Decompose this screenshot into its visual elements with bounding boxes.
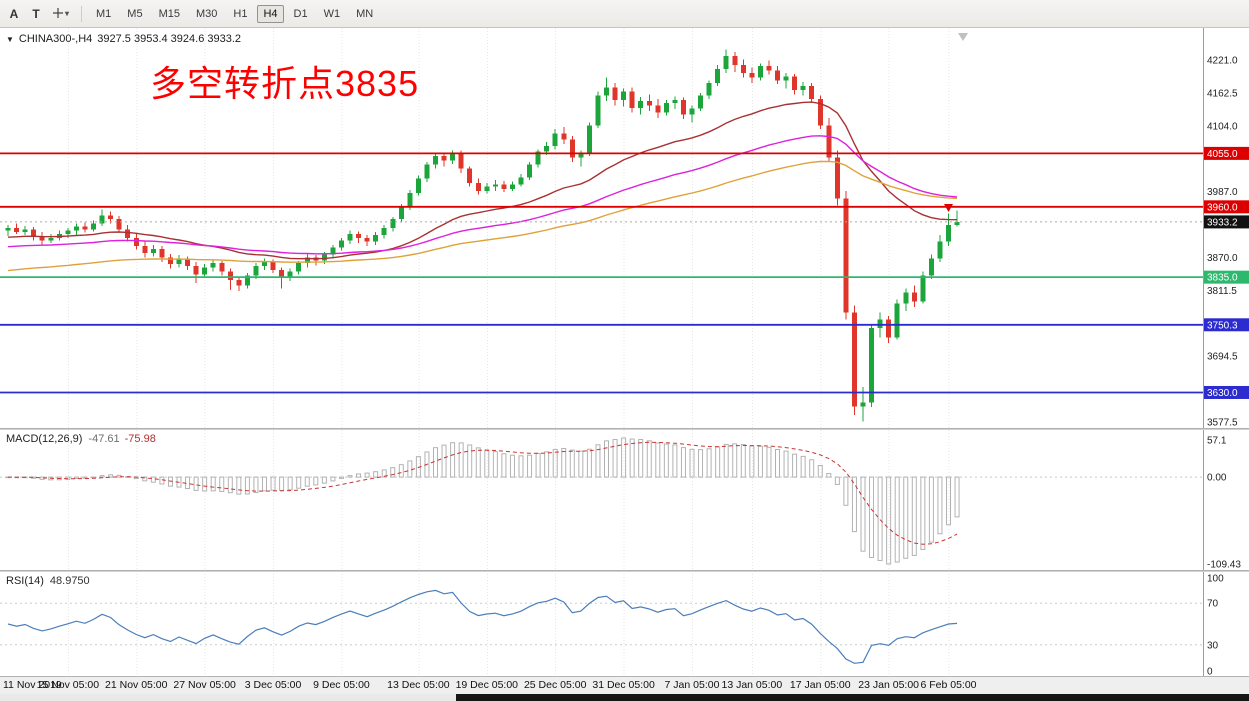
time-axis-label: 7 Jan 05:00 <box>664 679 720 691</box>
macd-signal-line <box>7 441 958 545</box>
bottom-strip-light <box>0 694 456 701</box>
macd-axis-label: -109.43 <box>1207 560 1241 571</box>
macd-axis-label: 57.1 <box>1207 436 1227 447</box>
caret-down-icon: ▾ <box>65 9 70 18</box>
time-axis-label: 19 Dec 05:00 <box>455 679 519 691</box>
price-tick-label: 3987.0 <box>1207 187 1238 198</box>
hline-price-label: 3960.0 <box>1204 200 1249 214</box>
svg-text:3750.3: 3750.3 <box>1207 320 1238 331</box>
symbol-timeframe-label: CHINA300-,H4 <box>18 33 93 45</box>
time-axis-label: 13 Dec 05:00 <box>387 679 450 691</box>
timeframe-mn[interactable]: MN <box>350 5 379 23</box>
candles <box>5 49 960 422</box>
macd-signal-value: -75.98 <box>124 433 156 445</box>
price-tick-label: 3811.5 <box>1207 286 1237 297</box>
toolbar: A T ▾ M1 M5 M15 M30 H1 H4 D1 W1 MN <box>0 0 1249 28</box>
svg-text:3960.0: 3960.0 <box>1207 202 1238 213</box>
time-axis-label: 25 Dec 05:00 <box>523 679 587 691</box>
time-axis-label: 11 Nov 2019 <box>3 679 62 691</box>
timeframe-h4[interactable]: H4 <box>257 4 284 23</box>
time-axis-label: 21 Nov 05:00 <box>105 679 168 691</box>
ma-fast-darkred <box>7 101 958 260</box>
bottom-edge-strip <box>0 694 1249 701</box>
timeframe-m15[interactable]: M15 <box>153 5 186 23</box>
time-axis[interactable]: 11 Nov 2019 15 Nov 05:00 21 Nov 05:00 27 No… <box>0 676 1249 694</box>
chart-shift-marker[interactable] <box>958 33 968 41</box>
price-tick-label: 3577.5 <box>1207 418 1238 429</box>
time-axis-label: 9 Dec 05:00 <box>313 679 370 691</box>
bottom-strip-dark <box>456 694 1249 701</box>
hline-price-label: 3835.0 <box>1204 270 1249 284</box>
price-tick-label: 4162.5 <box>1207 88 1238 99</box>
macd-name: MACD(12,26,9) <box>6 433 83 445</box>
time-axis-label: 3 Dec 05:00 <box>244 679 302 691</box>
price-tick-label: 4221.0 <box>1207 56 1238 67</box>
timeframe-m5[interactable]: M5 <box>121 5 148 23</box>
rsi-name: RSI(14) <box>6 575 44 587</box>
timeframe-m30[interactable]: M30 <box>190 5 223 23</box>
price-axis <box>1203 28 1249 676</box>
text-tool-button[interactable]: T <box>26 4 46 24</box>
price-marker-arrow[interactable] <box>944 204 953 212</box>
svg-text:3630.0: 3630.0 <box>1207 388 1238 399</box>
time-axis-label: 17 Jan 05:00 <box>789 679 851 691</box>
rsi-value: 48.9750 <box>49 575 90 587</box>
price-tick-label: 3870.0 <box>1207 253 1238 264</box>
svg-text:4055.0: 4055.0 <box>1207 149 1238 160</box>
rsi-axis-label: 30 <box>1207 640 1219 651</box>
ohlc-readout: 3927.5 3953.4 3924.6 3933.2 <box>97 33 242 45</box>
time-axis-label: 13 Jan 05:00 <box>721 679 783 691</box>
timeframe-d1[interactable]: D1 <box>288 5 314 23</box>
chart-area: 4221.0 4162.5 4104.0 3987.0 3870.0 3811.5 3694… <box>0 28 1249 676</box>
time-axis-label: 6 Feb 05:00 <box>920 679 977 691</box>
timeframe-m1[interactable]: M1 <box>90 5 117 23</box>
macd-axis-label: 0.00 <box>1207 473 1227 484</box>
timeframe-w1[interactable]: W1 <box>318 5 347 23</box>
rsi-axis-label: 100 <box>1207 574 1224 585</box>
chart-canvas[interactable]: 4221.0 4162.5 4104.0 3987.0 3870.0 3811.5 3694… <box>0 28 1249 676</box>
crosshair-icon <box>53 7 63 21</box>
time-gridlines <box>67 28 950 676</box>
macd-indicator-label: MACD(12,26,9) -47.61 -75.98 <box>6 433 156 445</box>
hline-price-label: 3750.3 <box>1204 318 1249 332</box>
chart-header: ▼ CHINA300-,H4 3927.5 3953.4 3924.6 3933… <box>6 33 241 45</box>
ma-slow-orange <box>7 160 958 272</box>
timeframe-h1[interactable]: H1 <box>227 5 253 23</box>
time-axis-label: 23 Jan 05:00 <box>858 679 919 691</box>
toolbar-divider <box>81 5 83 22</box>
rsi-indicator-label: RSI(14) 48.9750 <box>6 575 90 587</box>
svg-text:3933.2: 3933.2 <box>1207 217 1238 228</box>
rsi-line <box>7 589 958 664</box>
svg-text:3835.0: 3835.0 <box>1207 273 1238 284</box>
cursor-tool-dropdown[interactable]: ▾ <box>48 4 74 24</box>
symbol-dropdown-icon[interactable]: ▼ <box>6 34 14 44</box>
hline-price-label: 4055.0 <box>1204 146 1249 160</box>
macd-main-value: -47.61 <box>88 433 120 445</box>
rsi-axis-label: 0 <box>1207 667 1213 677</box>
ma-mid-magenta <box>7 135 958 255</box>
time-axis-label: 15 Nov 05:00 <box>36 679 100 691</box>
price-tick-label: 4104.0 <box>1207 121 1238 132</box>
annotation-tool-button[interactable]: A <box>4 4 24 24</box>
hline-price-label: 3630.0 <box>1204 385 1249 399</box>
time-axis-label: 27 Nov 05:00 <box>173 679 236 691</box>
macd-histogram <box>5 437 960 565</box>
current-price-label: 3933.2 <box>1204 215 1249 229</box>
annotation-text[interactable]: 多空转折点3835 <box>150 63 420 104</box>
price-tick-label: 3694.5 <box>1207 352 1238 363</box>
rsi-axis-label: 70 <box>1207 599 1219 610</box>
time-axis-label: 31 Dec 05:00 <box>592 679 655 691</box>
